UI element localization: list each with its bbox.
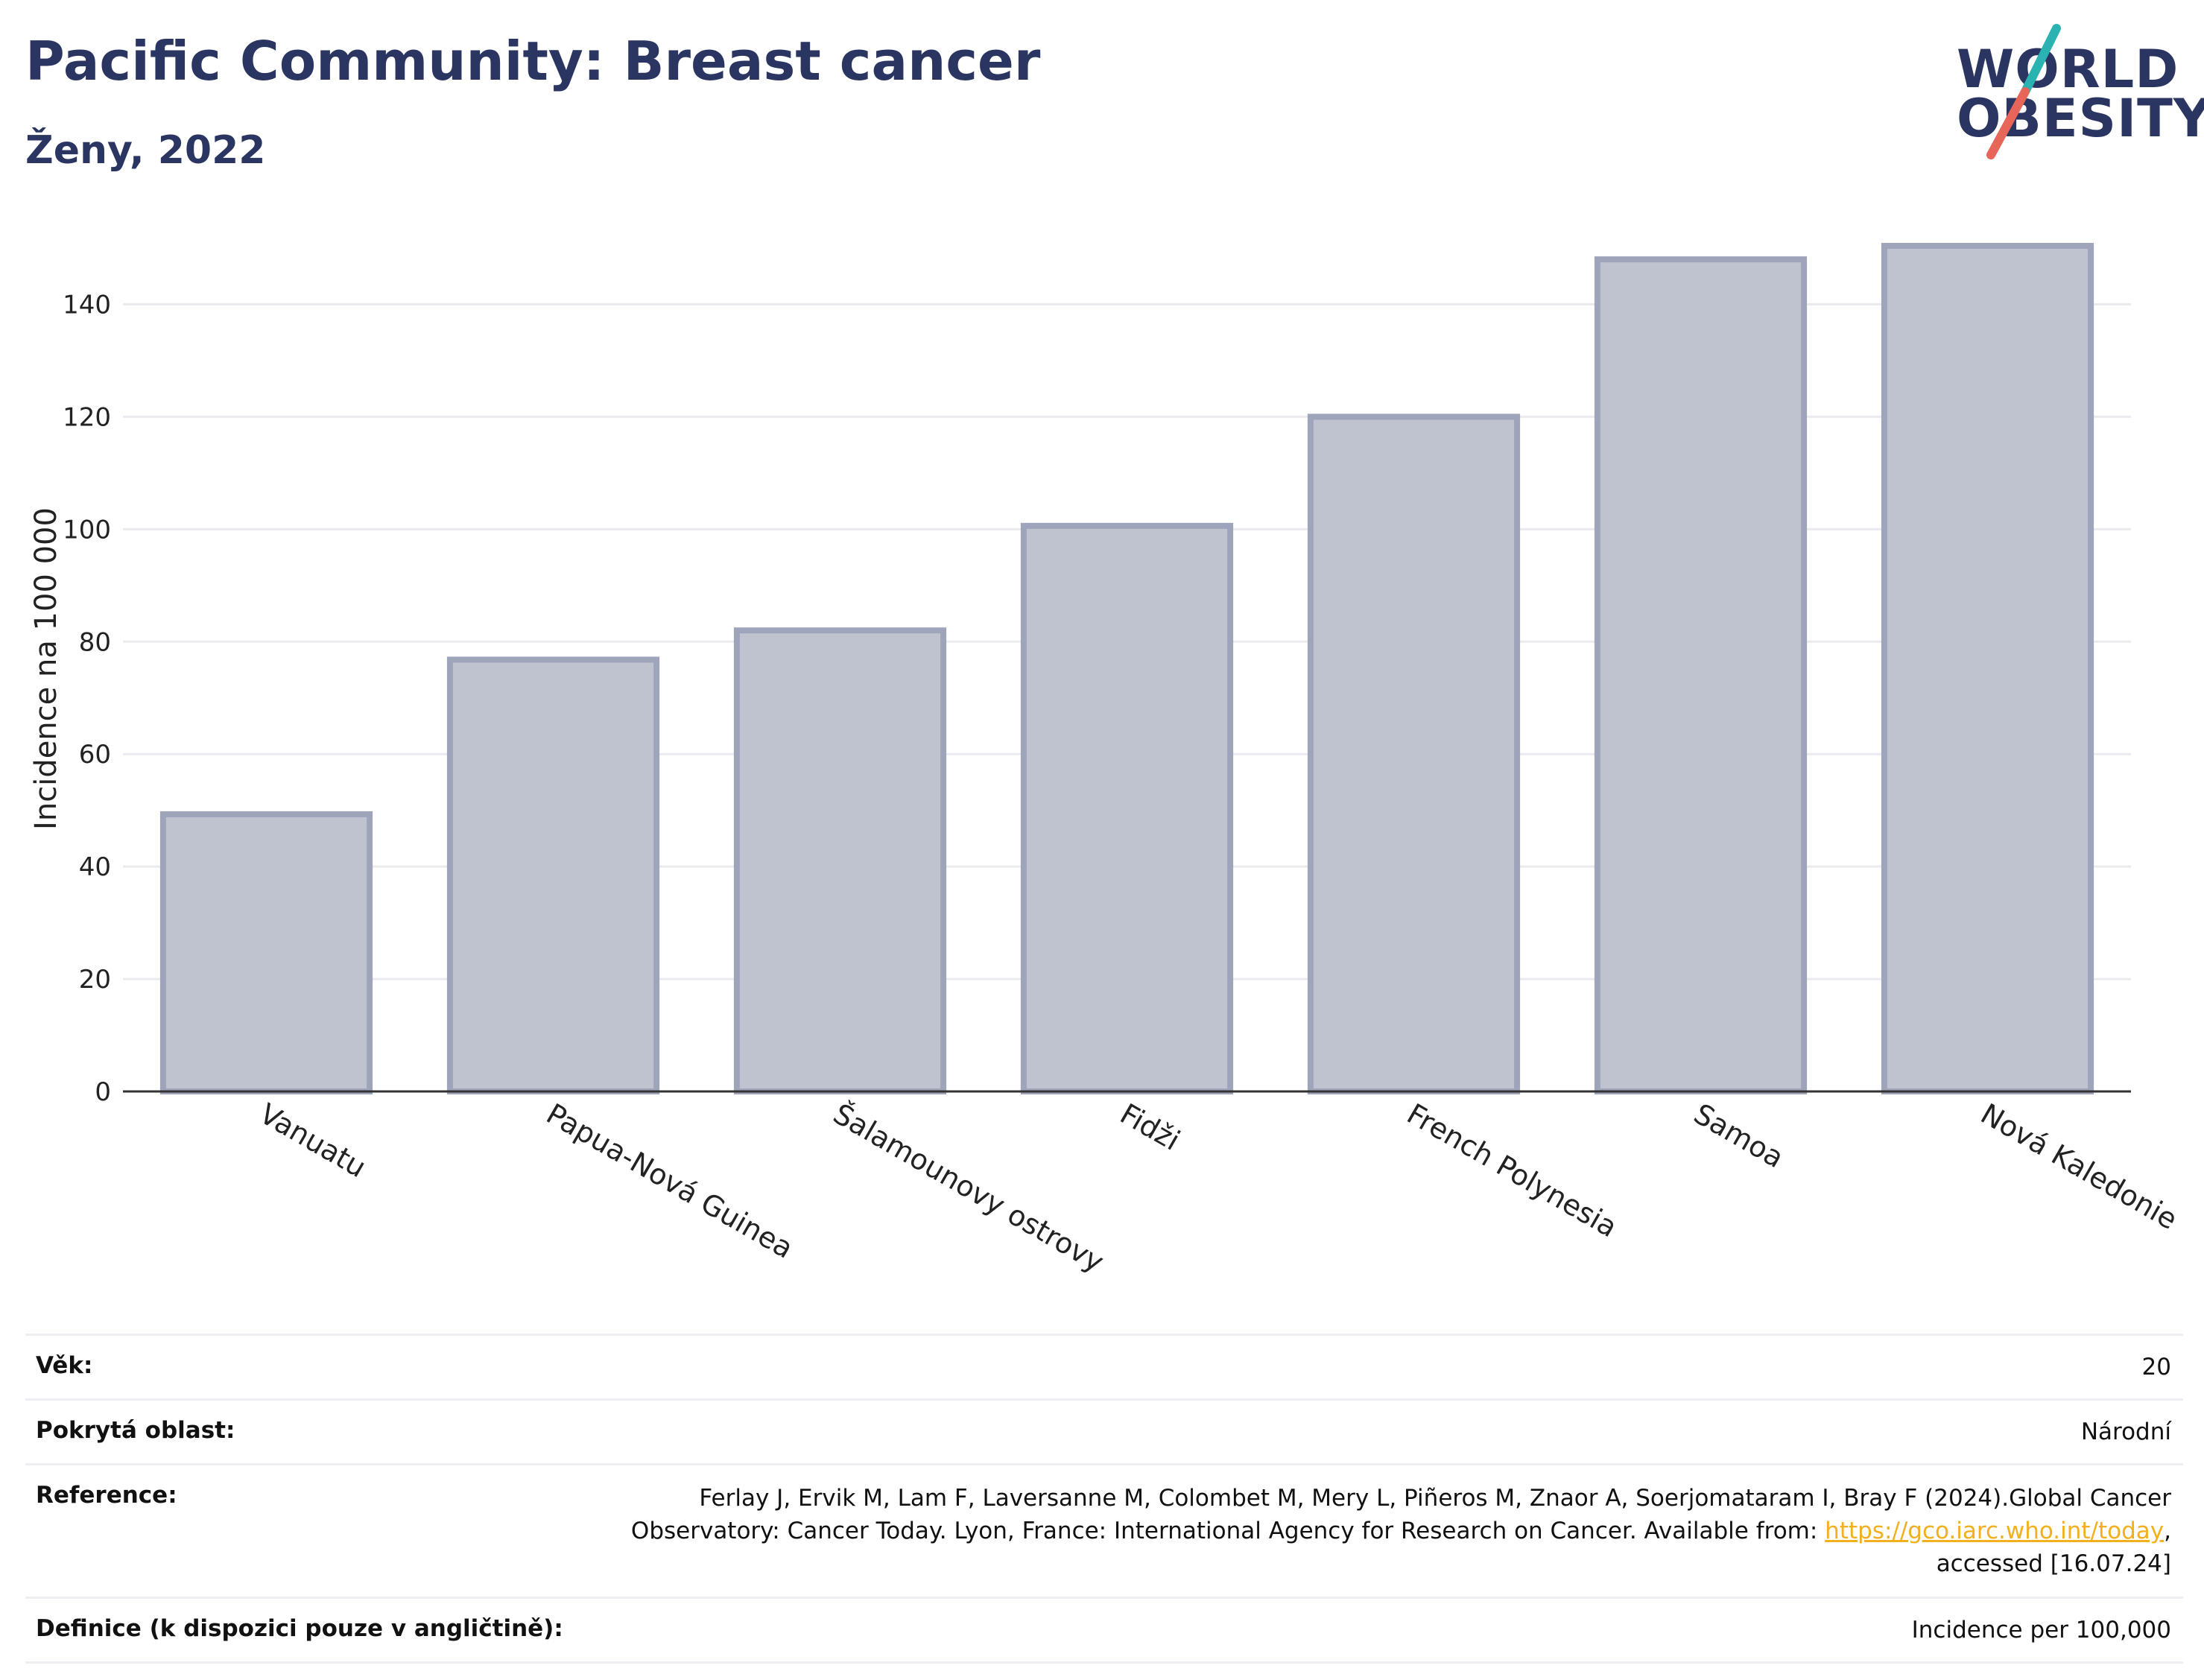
definition-value: Incidence per 100,000 [1911, 1617, 2171, 1643]
y-tick-label: 20 [79, 965, 111, 995]
page-subtitle: Ženy, 2022 [25, 128, 266, 173]
x-tick-label: Nová Kaledonie [1975, 1097, 2183, 1236]
page-title: Pacific Community: Breast cancer [25, 30, 1041, 92]
y-tick-label: 60 [79, 740, 111, 770]
y-tick-label: 40 [79, 852, 111, 882]
bar-4 [1020, 522, 1234, 1094]
x-tick-label: Samoa [1688, 1097, 1789, 1175]
x-tick-label: Vanuatu [254, 1097, 372, 1184]
y-tick-label: 120 [63, 402, 111, 432]
y-tick-label: 0 [95, 1077, 111, 1107]
x-tick-label: French Polynesia [1402, 1097, 1623, 1244]
info-table: Věk: 20 Pokrytá oblast: Národní Referenc… [25, 1334, 2183, 1664]
reference-link[interactable]: https://gco.iarc.who.int/today [1825, 1518, 2165, 1544]
y-tick-label: 140 [63, 290, 111, 320]
bar-chart: 0 20 40 60 80 100 120 140 Vanuatu Papua-Nová Gui… [29, 243, 2183, 1279]
info-row-definition: Definice (k dispozici pouze v angličtině… [25, 1597, 2183, 1664]
bar-7 [1881, 243, 2094, 1094]
age-label: Věk: [36, 1352, 93, 1379]
logo-slash-icon [1986, 24, 2061, 159]
bar-5 [1307, 413, 1521, 1094]
reference-label: Reference: [36, 1482, 177, 1509]
bar-1 [159, 811, 373, 1094]
bar-2 [446, 656, 660, 1094]
info-row-age: Věk: 20 [25, 1334, 2183, 1398]
bar-6 [1594, 256, 1808, 1095]
logo-line-1: WORLD [1957, 39, 2179, 100]
reference-line-3: accessed [16.07.24] [1936, 1550, 2171, 1577]
y-tick-label: 100 [63, 515, 111, 545]
bar-3 [733, 627, 947, 1094]
reference-value: Ferlay J, Ervik M, Lam F, Laversanne M, … [631, 1482, 2171, 1580]
bars [159, 243, 2094, 1095]
y-tick-label: 80 [79, 627, 111, 657]
x-axis-ticks: Vanuatu Papua-Nová Guinea Šalamounovy ostr… [254, 1097, 2183, 1279]
x-tick-label: Papua-Nová Guinea [541, 1097, 799, 1265]
info-row-area: Pokrytá oblast: Národní [25, 1398, 2183, 1463]
area-label: Pokrytá oblast: [36, 1417, 235, 1444]
y-axis-ticks: 0 20 40 60 80 100 120 140 [63, 290, 111, 1107]
reference-line-2: Observatory: Cancer Today. Lyon, France:… [630, 1518, 1825, 1544]
area-value: Národní [2080, 1419, 2171, 1445]
x-tick-label: Šalamounovy ostrovy [828, 1097, 1109, 1279]
world-obesity-logo: WORLD OBESITY [1937, 21, 2204, 162]
x-tick-label: Fidži [1115, 1097, 1185, 1157]
y-axis-label: Incidence na 100 000 [29, 507, 63, 830]
info-row-reference: Reference: Ferlay J, Ervik M, Lam F, Lav… [25, 1463, 2183, 1597]
reference-line-2-end: , [2164, 1518, 2171, 1544]
age-value: 20 [2141, 1354, 2171, 1381]
definition-label: Definice (k dispozici pouze v angličtině… [36, 1615, 563, 1642]
reference-line-1: Ferlay J, Ervik M, Lam F, Laversanne M, … [699, 1485, 2171, 1512]
